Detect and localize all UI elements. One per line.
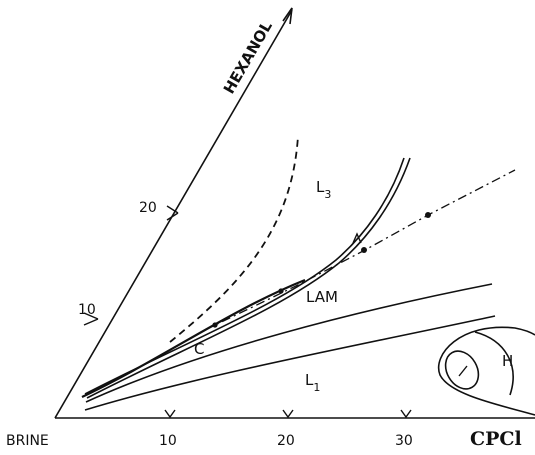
x-tick-label-10: 10 xyxy=(159,433,177,449)
cpcl-axis-label: CPCl xyxy=(470,428,522,450)
l3-region-label: L3 xyxy=(316,178,331,201)
point-lam-low xyxy=(212,322,218,328)
lam-upper-boundary-inner xyxy=(86,157,411,399)
diag-tick-label-20: 20 xyxy=(139,200,157,216)
lam-region-label: LAM xyxy=(306,288,338,306)
diag-tick-mark-20 xyxy=(166,205,179,221)
x-tick-label-20: 20 xyxy=(277,433,295,449)
x-tick-mark-10 xyxy=(164,409,176,419)
diag-tick-mark-10 xyxy=(83,312,99,326)
point-lam-mid xyxy=(278,288,284,294)
tie-line xyxy=(204,169,516,331)
arrow-marker xyxy=(352,232,362,244)
l3-dashed-boundary xyxy=(169,135,299,343)
h-region-label: H xyxy=(502,352,513,370)
l1-region-label: L1 xyxy=(305,371,320,394)
c-point-label: C xyxy=(194,340,204,358)
hexanol-axis xyxy=(54,9,293,419)
point-upper-right xyxy=(425,212,431,218)
h-region-inner-ellipse xyxy=(444,350,480,390)
x-tick-mark-20 xyxy=(282,409,294,419)
point-tie-line xyxy=(361,247,367,253)
h-region-arc xyxy=(474,331,514,396)
x-tick-mark-30 xyxy=(400,409,412,419)
l1-upper-boundary xyxy=(85,283,493,403)
h-region-slash xyxy=(458,365,468,377)
lam-lower-boundary xyxy=(81,278,306,398)
hexanol-axis-arrowhead xyxy=(282,7,293,25)
x-tick-label-30: 30 xyxy=(395,433,413,449)
h-region-outer xyxy=(437,326,535,416)
lam-upper-boundary-outer xyxy=(84,157,405,395)
origin-label: BRINE xyxy=(6,433,49,449)
l1-lower-boundary xyxy=(84,315,496,411)
diag-tick-label-10: 10 xyxy=(78,302,96,318)
